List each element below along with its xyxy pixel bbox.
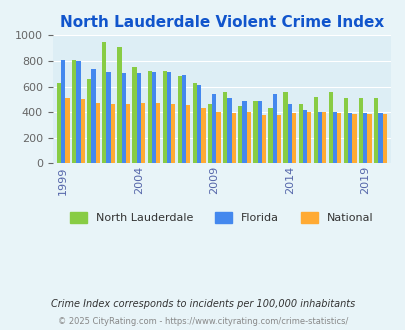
Text: © 2025 CityRating.com - https://www.cityrating.com/crime-statistics/: © 2025 CityRating.com - https://www.city…: [58, 317, 347, 326]
Bar: [106, 73, 111, 163]
Bar: [136, 73, 141, 163]
Bar: [186, 105, 190, 163]
Bar: [373, 98, 377, 163]
Bar: [212, 94, 216, 163]
Bar: [302, 110, 306, 163]
Bar: [276, 115, 280, 163]
Bar: [358, 98, 362, 163]
Bar: [171, 104, 175, 163]
Bar: [166, 72, 171, 163]
Bar: [287, 104, 291, 163]
Bar: [332, 112, 337, 163]
Bar: [246, 112, 250, 163]
Bar: [156, 103, 160, 163]
Bar: [382, 114, 386, 163]
Bar: [352, 114, 356, 163]
Bar: [257, 101, 261, 163]
Bar: [177, 76, 181, 163]
Bar: [227, 98, 231, 163]
Title: North Lauderdale Violent Crime Index: North Lauderdale Violent Crime Index: [60, 15, 383, 30]
Bar: [317, 112, 321, 163]
Legend: North Lauderdale, Florida, National: North Lauderdale, Florida, National: [66, 207, 377, 228]
Bar: [72, 60, 76, 163]
Bar: [253, 101, 257, 163]
Bar: [111, 104, 115, 163]
Bar: [151, 72, 156, 163]
Bar: [238, 106, 242, 163]
Bar: [201, 108, 205, 163]
Bar: [126, 104, 130, 163]
Bar: [192, 83, 196, 163]
Bar: [147, 71, 151, 163]
Text: Crime Index corresponds to incidents per 100,000 inhabitants: Crime Index corresponds to incidents per…: [51, 299, 354, 309]
Bar: [132, 67, 136, 163]
Bar: [377, 114, 382, 163]
Bar: [181, 75, 186, 163]
Bar: [216, 112, 220, 163]
Bar: [283, 92, 287, 163]
Bar: [268, 108, 272, 163]
Bar: [313, 97, 317, 163]
Bar: [367, 114, 371, 163]
Bar: [207, 104, 212, 163]
Bar: [328, 92, 332, 163]
Bar: [196, 85, 201, 163]
Bar: [76, 61, 80, 163]
Bar: [80, 99, 85, 163]
Bar: [347, 114, 352, 163]
Bar: [162, 71, 166, 163]
Bar: [306, 112, 311, 163]
Bar: [87, 79, 91, 163]
Bar: [261, 115, 265, 163]
Bar: [321, 112, 326, 163]
Bar: [242, 101, 246, 163]
Bar: [343, 98, 347, 163]
Bar: [91, 69, 95, 163]
Bar: [65, 98, 70, 163]
Bar: [231, 113, 235, 163]
Bar: [61, 60, 65, 163]
Bar: [121, 73, 126, 163]
Bar: [57, 83, 61, 163]
Bar: [291, 113, 295, 163]
Bar: [272, 94, 276, 163]
Bar: [337, 114, 341, 163]
Bar: [117, 47, 121, 163]
Bar: [298, 104, 302, 163]
Bar: [141, 103, 145, 163]
Bar: [102, 42, 106, 163]
Bar: [362, 114, 367, 163]
Bar: [222, 92, 227, 163]
Bar: [95, 103, 100, 163]
